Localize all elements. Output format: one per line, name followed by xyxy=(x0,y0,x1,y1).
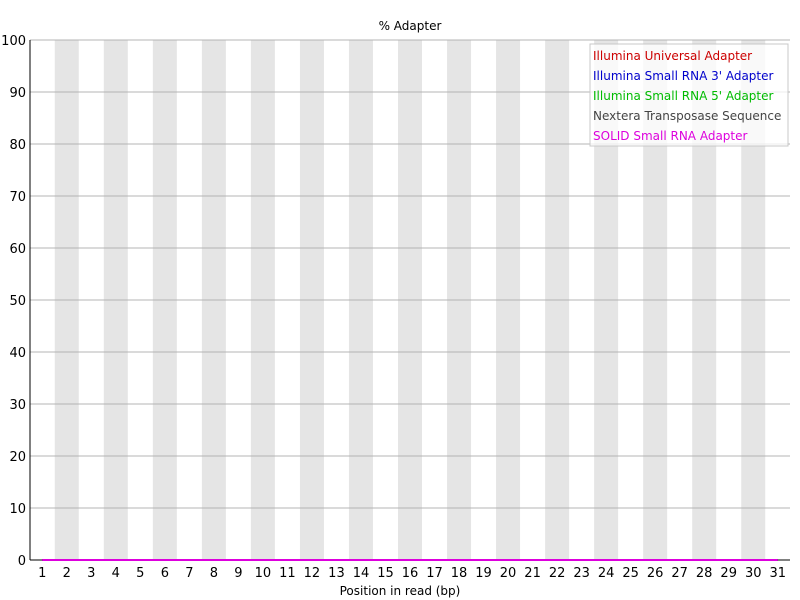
x-tick-label: 17 xyxy=(426,566,443,581)
x-tick-label: 13 xyxy=(328,566,345,581)
y-tick-label: 90 xyxy=(9,86,26,101)
x-tick-label: 25 xyxy=(622,566,639,581)
chart-title: % Adapter xyxy=(379,19,442,33)
x-tick-label: 29 xyxy=(720,566,737,581)
y-tick-label: 80 xyxy=(9,138,26,153)
y-tick-label: 40 xyxy=(9,346,26,361)
x-tick-label: 5 xyxy=(136,566,144,581)
legend-entry: SOLID Small RNA Adapter xyxy=(593,129,747,143)
x-tick-label: 24 xyxy=(598,566,615,581)
x-tick-label: 10 xyxy=(255,566,272,581)
x-axis-label: Position in read (bp) xyxy=(340,584,461,598)
x-tick-label: 23 xyxy=(573,566,590,581)
x-tick-label: 14 xyxy=(353,566,370,581)
x-tick-label: 18 xyxy=(451,566,468,581)
x-tick-label: 27 xyxy=(671,566,688,581)
x-tick-label: 22 xyxy=(549,566,566,581)
x-tick-label: 2 xyxy=(63,566,71,581)
y-tick-label: 30 xyxy=(9,398,26,413)
legend-entry: Illumina Universal Adapter xyxy=(593,49,752,63)
legend-entry: Illumina Small RNA 3' Adapter xyxy=(593,69,774,83)
y-tick-label: 0 xyxy=(18,554,26,569)
y-tick-label: 50 xyxy=(9,294,26,309)
x-tick-label: 21 xyxy=(524,566,541,581)
y-tick-label: 60 xyxy=(9,242,26,257)
x-tick-label: 6 xyxy=(161,566,169,581)
x-tick-label: 3 xyxy=(87,566,95,581)
legend-entry: Nextera Transposase Sequence xyxy=(593,109,781,123)
x-tick-label: 7 xyxy=(185,566,193,581)
x-tick-label: 19 xyxy=(475,566,492,581)
x-tick-label: 1 xyxy=(38,566,46,581)
y-tick-label: 70 xyxy=(9,190,26,205)
y-tick-label: 100 xyxy=(1,34,26,49)
x-tick-label: 8 xyxy=(210,566,218,581)
x-tick-label: 31 xyxy=(769,566,786,581)
x-tick-label: 9 xyxy=(234,566,242,581)
x-tick-labels: 1 2 3 4 5 6 7 8 9 10 11 12 13 14 15 16 17 18 19 20 21 22 23 24 2… xyxy=(38,566,786,581)
x-tick-label: 16 xyxy=(402,566,419,581)
x-tick-label: 30 xyxy=(745,566,762,581)
x-tick-label: 12 xyxy=(304,566,321,581)
y-tick-label: 20 xyxy=(9,450,26,465)
legend-entry: Illumina Small RNA 5' Adapter xyxy=(593,89,774,103)
x-tick-label: 28 xyxy=(696,566,713,581)
legend: Illumina Universal Adapter Illumina Small… xyxy=(589,43,789,147)
x-tick-label: 20 xyxy=(500,566,517,581)
x-tick-label: 26 xyxy=(647,566,664,581)
legend-box xyxy=(589,43,789,147)
y-tick-label: 10 xyxy=(9,502,26,517)
y-tick-labels: 0 10 20 30 40 50 60 70 80 90 100 xyxy=(1,34,26,569)
x-tick-label: 4 xyxy=(112,566,120,581)
x-tick-label: 11 xyxy=(279,566,296,581)
x-tick-label: 15 xyxy=(377,566,394,581)
